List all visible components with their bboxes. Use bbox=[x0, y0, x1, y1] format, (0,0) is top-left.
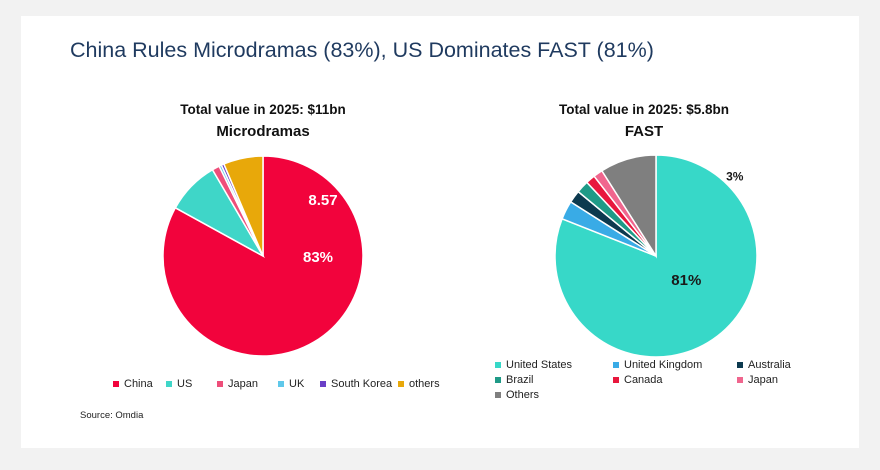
microdramas-legend-swatch bbox=[166, 381, 172, 387]
microdramas-data-label-us: 8.57 bbox=[308, 192, 337, 209]
microdramas-legend-item-japan: Japan bbox=[217, 378, 258, 390]
fast-slice-others bbox=[600, 154, 657, 259]
microdramas-legend-item-south-korea: South Korea bbox=[320, 378, 392, 390]
microdramas-legend-label: US bbox=[177, 378, 193, 390]
fast-legend-item-japan: Japan bbox=[737, 374, 778, 386]
fast-legend-label: Others bbox=[506, 389, 540, 401]
microdramas-slice-others bbox=[222, 155, 264, 257]
fast-legend-swatch bbox=[495, 392, 501, 398]
microdramas-legend-item-others: others bbox=[398, 378, 440, 390]
fast-legend-item-united-states: United States bbox=[495, 359, 572, 371]
microdramas-title: Microdramas bbox=[216, 123, 310, 140]
fast-legend-item-united-kingdom: United Kingdom bbox=[613, 359, 702, 371]
fast-legend-swatch bbox=[495, 377, 501, 383]
microdramas-legend-label: China bbox=[124, 378, 153, 390]
microdramas-legend: China US Japan UK South Korea others bbox=[113, 378, 453, 394]
fast-legend-item-brazil: Brazil bbox=[495, 374, 534, 386]
microdramas-legend-swatch bbox=[217, 381, 223, 387]
fast-legend-label: Brazil bbox=[506, 374, 534, 386]
fast-data-label-united-states: 81% bbox=[671, 272, 701, 289]
fast-legend-label: United Kingdom bbox=[624, 359, 703, 371]
fast-legend-swatch bbox=[613, 362, 619, 368]
microdramas-legend-label: South Korea bbox=[331, 378, 393, 390]
fast-legend: United States United Kingdom Australia Braz… bbox=[495, 359, 815, 409]
microdramas-legend-label: Japan bbox=[228, 378, 258, 390]
fast-pie-chart: 81% 3% bbox=[554, 154, 758, 358]
microdramas-legend-item-us: US bbox=[166, 378, 192, 390]
fast-legend-swatch bbox=[495, 362, 501, 368]
fast-subtitle: Total value in 2025: $5.8bn bbox=[558, 102, 730, 117]
source-note: Source: Omdia bbox=[80, 410, 144, 421]
fast-title: FAST bbox=[624, 123, 664, 140]
microdramas-legend-swatch bbox=[278, 381, 284, 387]
microdramas-legend-swatch bbox=[320, 381, 326, 387]
fast-legend-swatch bbox=[737, 362, 743, 368]
page-title: China Rules Microdramas (83%), US Domina… bbox=[70, 38, 654, 62]
slide: China Rules Microdramas (83%), US Domina… bbox=[21, 16, 859, 448]
microdramas-legend-swatch bbox=[398, 381, 404, 387]
fast-legend-label: United States bbox=[506, 359, 573, 371]
fast-data-label-united-kingdom: 3% bbox=[726, 169, 744, 183]
fast-legend-label: Japan bbox=[748, 374, 778, 386]
fast-legend-item-canada: Canada bbox=[613, 374, 663, 386]
microdramas-legend-label: others bbox=[409, 378, 440, 390]
fast-legend-swatch bbox=[737, 377, 743, 383]
fast-legend-label: Canada bbox=[624, 374, 663, 386]
microdramas-pie-chart: 83% 8.57 bbox=[162, 155, 364, 357]
fast-legend-label: Australia bbox=[748, 359, 791, 371]
fast-legend-item-australia: Australia bbox=[737, 359, 791, 371]
microdramas-data-label-china: 83% bbox=[303, 249, 333, 266]
microdramas-legend-item-china: China bbox=[113, 378, 153, 390]
fast-legend-swatch bbox=[613, 377, 619, 383]
microdramas-legend-label: UK bbox=[289, 378, 305, 390]
microdramas-subtitle: Total value in 2025: $11bn bbox=[180, 102, 346, 117]
microdramas-legend-item-uk: UK bbox=[278, 378, 304, 390]
microdramas-legend-swatch bbox=[113, 381, 119, 387]
fast-legend-item-others: Others bbox=[495, 389, 539, 401]
